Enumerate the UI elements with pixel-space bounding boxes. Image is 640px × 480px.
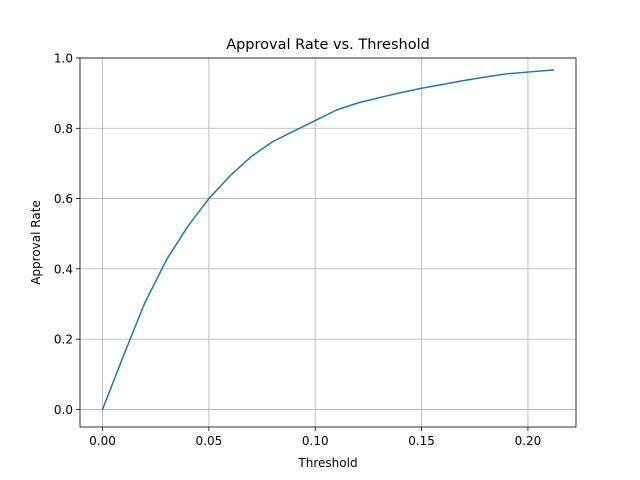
y-axis-ticks: 0.0 0.2 0.4 0.6 0.8 1.0 xyxy=(54,52,80,417)
y-axis-label: Approval Rate xyxy=(29,200,43,285)
y-tick-label: 0.2 xyxy=(54,333,73,347)
x-axis-label: Threshold xyxy=(297,456,357,470)
x-tick-label: 0.15 xyxy=(408,434,435,448)
y-tick-label: 0.0 xyxy=(54,403,73,417)
y-tick-label: 0.6 xyxy=(54,192,73,206)
y-tick-label: 0.8 xyxy=(54,122,73,136)
x-tick-label: 0.20 xyxy=(515,434,542,448)
x-tick-label: 0.10 xyxy=(302,434,329,448)
y-tick-label: 1.0 xyxy=(54,52,73,66)
axes-frame xyxy=(79,57,577,428)
y-tick-label: 0.4 xyxy=(54,262,73,276)
series-line xyxy=(101,69,555,411)
series-layer xyxy=(101,69,555,411)
x-tick-label: 0.00 xyxy=(89,434,116,448)
x-axis-ticks: 0.00 0.05 0.10 0.15 0.20 xyxy=(89,427,541,448)
x-tick-label: 0.05 xyxy=(196,434,223,448)
chart-title: Approval Rate vs. Threshold xyxy=(226,37,430,53)
